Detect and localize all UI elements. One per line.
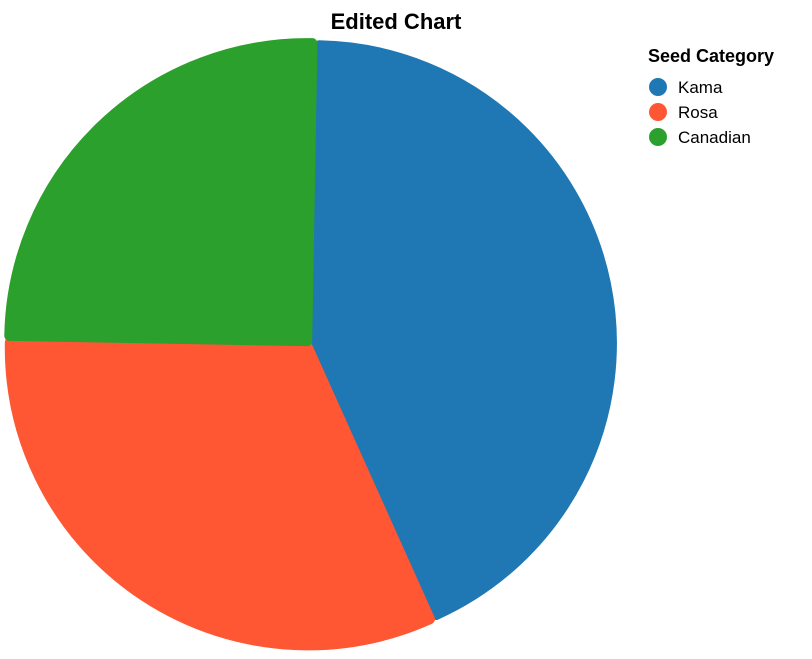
legend-item-canadian: Canadian: [649, 128, 751, 147]
legend-label-kama: Kama: [678, 78, 723, 97]
pie-slice-canadian[interactable]: [4, 38, 318, 347]
legend-swatch-rosa: [649, 103, 667, 121]
legend-item-kama: Kama: [649, 78, 723, 97]
pie-slice-rosa[interactable]: [4, 337, 435, 651]
legend-label-canadian: Canadian: [678, 128, 751, 147]
legend-swatch-canadian: [649, 128, 667, 146]
legend-item-rosa: Rosa: [649, 103, 718, 122]
legend: Seed Category Kama Rosa Canadian: [648, 46, 774, 147]
legend-items: Kama Rosa Canadian: [649, 78, 751, 147]
legend-title: Seed Category: [648, 46, 774, 66]
legend-label-rosa: Rosa: [678, 103, 718, 122]
pie-slices: [4, 38, 617, 651]
legend-swatch-kama: [649, 78, 667, 96]
chart-title: Edited Chart: [331, 9, 462, 34]
pie-slice-kama[interactable]: [308, 40, 617, 621]
